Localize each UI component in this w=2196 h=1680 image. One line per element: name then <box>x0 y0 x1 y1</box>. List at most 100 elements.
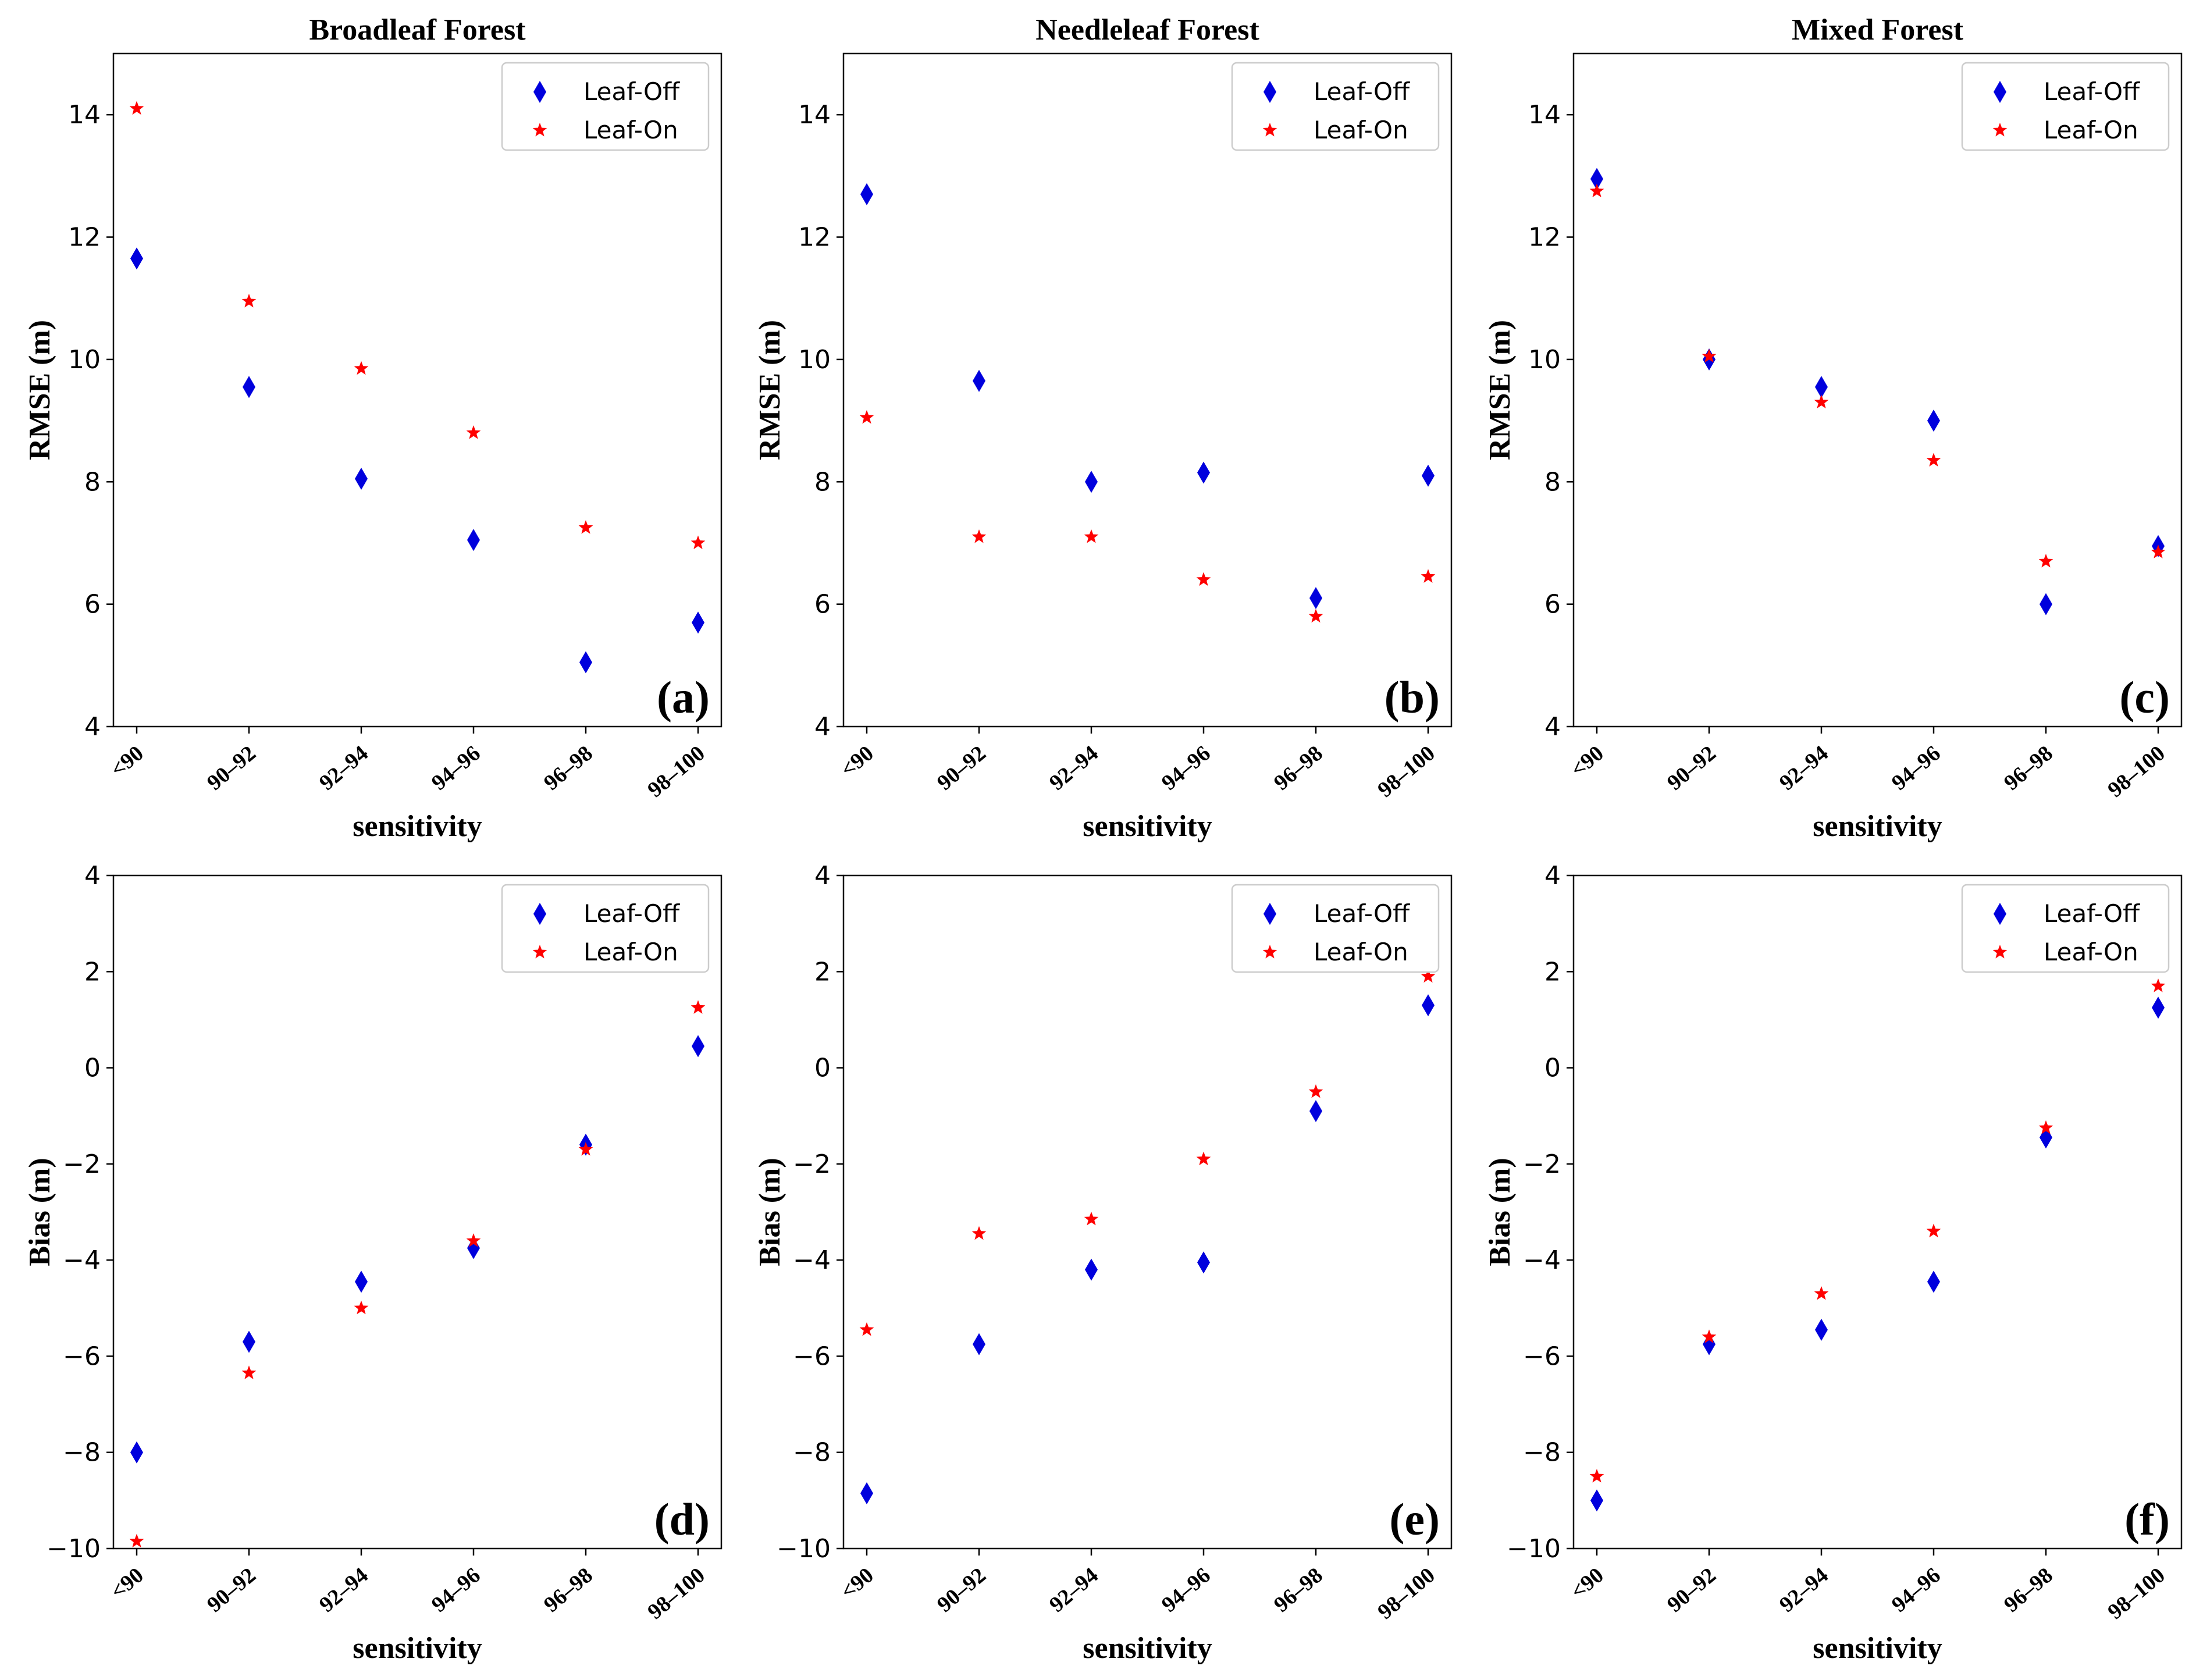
legend-marker-leaf-off <box>1263 903 1276 925</box>
x-tick-label: 94–96 <box>1157 1563 1215 1617</box>
x-axis-label: sensitivity <box>1083 810 1212 843</box>
legend: Leaf-Off Leaf-On <box>501 62 710 151</box>
data-point-leaf-off <box>1590 1489 1603 1512</box>
data-point-leaf-on <box>691 535 706 549</box>
data-point-leaf-on <box>2038 1120 2053 1134</box>
x-tick-label: 90–92 <box>933 1563 991 1617</box>
legend-marker-leaf-on <box>1992 945 2008 959</box>
plot-frame <box>1572 874 2183 1550</box>
data-point-leaf-off <box>1422 464 1435 487</box>
x-axis-label: sensitivity <box>1083 1632 1212 1665</box>
data-point-leaf-off <box>579 651 592 674</box>
y-tick-label: −10 <box>47 1534 101 1564</box>
legend-label-leaf-on: Leaf-On <box>2044 116 2138 144</box>
y-tick-label: 6 <box>84 590 101 620</box>
series-leaf-on <box>1589 183 2166 568</box>
panel-label: (c) <box>2119 672 2170 722</box>
y-tick-label: −10 <box>777 1534 831 1564</box>
x-tick-label: 94–96 <box>1887 741 1945 795</box>
x-tick-label: <90 <box>1566 741 1608 782</box>
data-point-leaf-on <box>691 1000 706 1014</box>
y-tick-label: 4 <box>84 712 101 742</box>
x-tick-label: 98–100 <box>2103 1563 2169 1624</box>
legend: Leaf-Off Leaf-On <box>1961 62 2170 151</box>
legend-marker-leaf-on <box>1992 123 2008 137</box>
y-tick-label: 14 <box>1528 100 1561 130</box>
data-point-leaf-off <box>130 1441 143 1464</box>
data-point-leaf-off <box>973 1333 985 1355</box>
data-point-leaf-off <box>355 468 368 490</box>
data-point-leaf-on <box>1702 348 1717 363</box>
data-point-leaf-on <box>241 293 257 308</box>
x-axis-label: sensitivity <box>1813 1632 1942 1665</box>
y-tick-label: −10 <box>1507 1534 1561 1564</box>
series-leaf-off <box>1590 168 2165 615</box>
x-tick-label: 96–98 <box>1999 741 2058 795</box>
data-point-leaf-off <box>355 1270 368 1293</box>
data-point-leaf-off <box>1197 461 1210 484</box>
x-tick-label: 92–94 <box>1045 1563 1103 1617</box>
data-point-leaf-off <box>1197 1251 1210 1274</box>
y-tick-label: 0 <box>1544 1053 1561 1083</box>
x-tick-label: 96–98 <box>1269 741 1327 795</box>
y-tick-label: 10 <box>1528 345 1561 375</box>
series-leaf-off <box>1590 996 2165 1512</box>
legend-marker-leaf-on <box>532 123 547 137</box>
chart-title: Mixed Forest <box>1792 13 1964 47</box>
x-tick-label: 92–94 <box>1045 741 1103 795</box>
series-leaf-off <box>860 994 1435 1504</box>
data-point-leaf-on <box>1196 1151 1211 1166</box>
x-tick-label: 90–92 <box>933 741 991 795</box>
data-point-leaf-on <box>1421 969 1436 983</box>
series-leaf-off <box>860 183 1435 610</box>
data-point-leaf-on <box>1196 572 1211 586</box>
data-point-leaf-off <box>1590 168 1603 190</box>
y-tick-label: 4 <box>1544 861 1561 891</box>
y-tick-label: 10 <box>68 345 101 375</box>
x-tick-label: 92–94 <box>315 741 373 795</box>
x-tick-label: 98–100 <box>643 1563 709 1624</box>
legend-label-leaf-off: Leaf-Off <box>1314 899 1410 928</box>
data-point-leaf-on <box>1926 453 1941 467</box>
y-tick-label: 2 <box>1544 957 1561 987</box>
legend: Leaf-Off Leaf-On <box>501 884 710 973</box>
y-tick-label: 8 <box>84 467 101 497</box>
y-tick-label: −4 <box>793 1245 831 1275</box>
y-axis-label: Bias (m) <box>23 1158 56 1266</box>
chart-panel-a: Broadleaf Forest 4 6 8 10 12 14 <90 90–92 92–94 94… <box>23 13 722 843</box>
x-tick-label: 98–100 <box>1373 1563 1439 1624</box>
x-axis-label: sensitivity <box>353 810 482 843</box>
y-tick-label: 12 <box>68 223 101 252</box>
x-tick-label: 96–98 <box>539 741 597 795</box>
legend-box <box>1961 884 2170 973</box>
y-tick-label: 12 <box>798 223 831 252</box>
legend-marker-leaf-on <box>1262 945 1277 959</box>
y-tick-label: 2 <box>84 957 101 987</box>
data-point-leaf-on <box>354 361 369 375</box>
data-point-leaf-on <box>2038 554 2053 568</box>
y-tick-label: 6 <box>814 590 831 620</box>
y-tick-label: 8 <box>1544 467 1561 497</box>
data-point-leaf-on <box>466 425 481 439</box>
y-tick-label: 0 <box>84 1053 101 1083</box>
data-point-leaf-on <box>578 1142 593 1156</box>
data-point-leaf-on <box>859 1322 874 1336</box>
y-tick-label: −2 <box>1523 1149 1561 1179</box>
data-point-leaf-on <box>1308 1084 1323 1098</box>
data-point-leaf-on <box>578 520 593 534</box>
data-point-leaf-on <box>2151 544 2166 558</box>
data-point-leaf-on <box>1084 529 1099 543</box>
series-leaf-on <box>859 969 1436 1336</box>
x-tick-label: 94–96 <box>1157 741 1215 795</box>
x-tick-label: <90 <box>106 1563 148 1604</box>
x-axis-label: sensitivity <box>1813 810 1942 843</box>
x-tick-label: <90 <box>1566 1563 1608 1604</box>
y-axis-label: Bias (m) <box>1483 1158 1517 1266</box>
chart-panel-e: −10 −8 −6 −4 −2 0 2 4 <90 90–92 92–94 94–96 96–98 98–… <box>753 861 1453 1665</box>
data-point-leaf-on <box>354 1300 369 1315</box>
data-point-leaf-on <box>971 1226 987 1240</box>
x-tick-label: 94–96 <box>1887 1563 1945 1617</box>
data-point-leaf-on <box>129 1533 144 1548</box>
chart-title: Broadleaf Forest <box>309 13 526 47</box>
